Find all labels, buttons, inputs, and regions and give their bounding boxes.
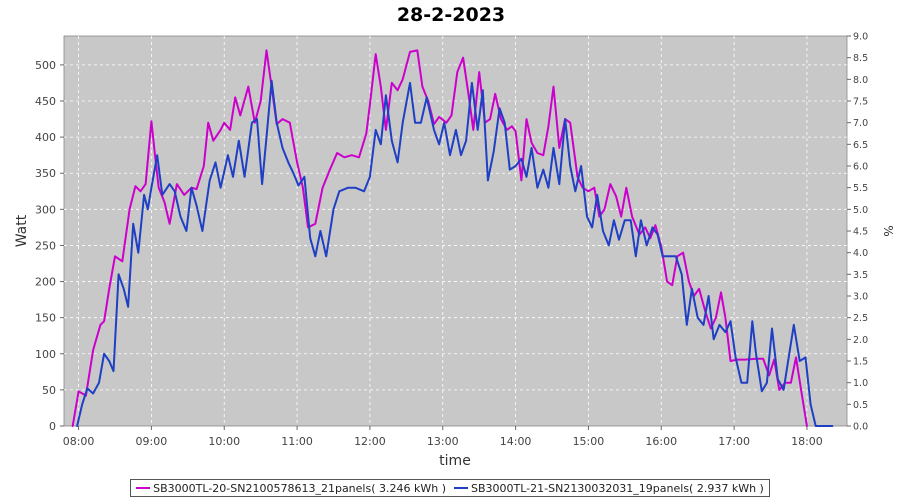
y-tick-label: 200: [35, 276, 56, 289]
y2-tick-label: 9.0: [853, 32, 868, 43]
y2-tick-label: 2.0: [853, 335, 868, 346]
y-tick-label: 350: [35, 167, 56, 180]
series-line-1: [71, 49, 808, 427]
legend-label-series-2: SB3000TL-21-SN2130032031_19panels( 2.937…: [471, 481, 764, 495]
y-tick-label: 500: [35, 59, 56, 72]
x-tick-label: 10:00: [208, 435, 240, 448]
y-tick-label: 400: [35, 131, 56, 144]
y2-tick-label: 0.0: [853, 422, 868, 433]
y-axis-right: 0.0 0.5 1.0 1.5 2.0 2.5 3.0 3.5 4.0 4.5 5.0 5.5 6.0 6…: [847, 32, 868, 433]
y-tick-label: 300: [35, 203, 56, 216]
x-tick-label: 15:00: [573, 435, 605, 448]
y-tick-label: 150: [35, 312, 56, 325]
y2-tick-label: 6.5: [853, 140, 868, 151]
series-line-2: [76, 79, 834, 427]
x-tick-label: 11:00: [281, 435, 313, 448]
y-tick-label: 250: [35, 239, 56, 252]
y2-tick-label: 5.5: [853, 183, 868, 194]
y-tick-label: 100: [35, 348, 56, 361]
series-lines: [71, 49, 834, 427]
line-chart: 28-2-2023 08:00 09:00 10:00 11:00 12:00 13:00…: [14, 4, 895, 469]
y2-tick-label: 7.5: [853, 97, 868, 108]
y2-tick-label: 5.0: [853, 205, 868, 216]
x-axis-label: time: [439, 453, 471, 469]
legend-swatch-series-1: [136, 487, 151, 489]
x-axis: 08:00 09:00 10:00 11:00 12:00 13:00 14:00 15:00…: [63, 426, 823, 448]
y2-tick-label: 0.5: [853, 400, 868, 411]
x-tick-label: 12:00: [354, 435, 386, 448]
y-tick-label: 50: [42, 384, 56, 397]
y2-tick-label: 8.5: [853, 53, 868, 64]
plot-area: [63, 35, 848, 427]
y2-axis-label: %: [881, 225, 895, 236]
y2-tick-label: 3.0: [853, 292, 868, 303]
legend-item-series-1: SB3000TL-20-SN2100578613_21panels( 3.246…: [136, 482, 446, 495]
y2-tick-label: 8.0: [853, 75, 868, 86]
legend-label-series-1: SB3000TL-20-SN2100578613_21panels( 3.246…: [153, 481, 446, 495]
x-tick-label: 17:00: [718, 435, 750, 448]
y2-tick-label: 2.5: [853, 313, 868, 324]
x-tick-label: 18:00: [791, 435, 823, 448]
x-tick-label: 09:00: [136, 435, 168, 448]
y2-tick-label: 4.5: [853, 227, 868, 238]
y2-tick-label: 4.0: [853, 248, 868, 259]
x-tick-label: 08:00: [63, 435, 95, 448]
legend-swatch-series-2: [454, 487, 468, 489]
x-tick-label: 14:00: [500, 435, 532, 448]
y2-tick-label: 7.0: [853, 118, 868, 129]
y2-tick-label: 6.0: [853, 162, 868, 173]
grid-lines: [64, 36, 847, 426]
y-tick-label: 0: [49, 420, 56, 433]
x-tick-label: 16:00: [645, 435, 677, 448]
y-axis-left: 0 50 100 150 200 250 300 350 400 450 500: [35, 59, 64, 433]
chart-title: 28-2-2023: [397, 4, 505, 26]
y-axis-label: Watt: [14, 214, 30, 247]
x-tick-label: 13:00: [427, 435, 459, 448]
legend: SB3000TL-20-SN2100578613_21panels( 3.246…: [130, 479, 770, 497]
y2-tick-label: 3.5: [853, 270, 868, 281]
y-tick-label: 450: [35, 95, 56, 108]
y2-tick-label: 1.5: [853, 357, 868, 368]
y2-tick-label: 1.0: [853, 378, 868, 389]
legend-item-series-2: SB3000TL-21-SN2130032031_19panels( 2.937…: [454, 482, 764, 495]
